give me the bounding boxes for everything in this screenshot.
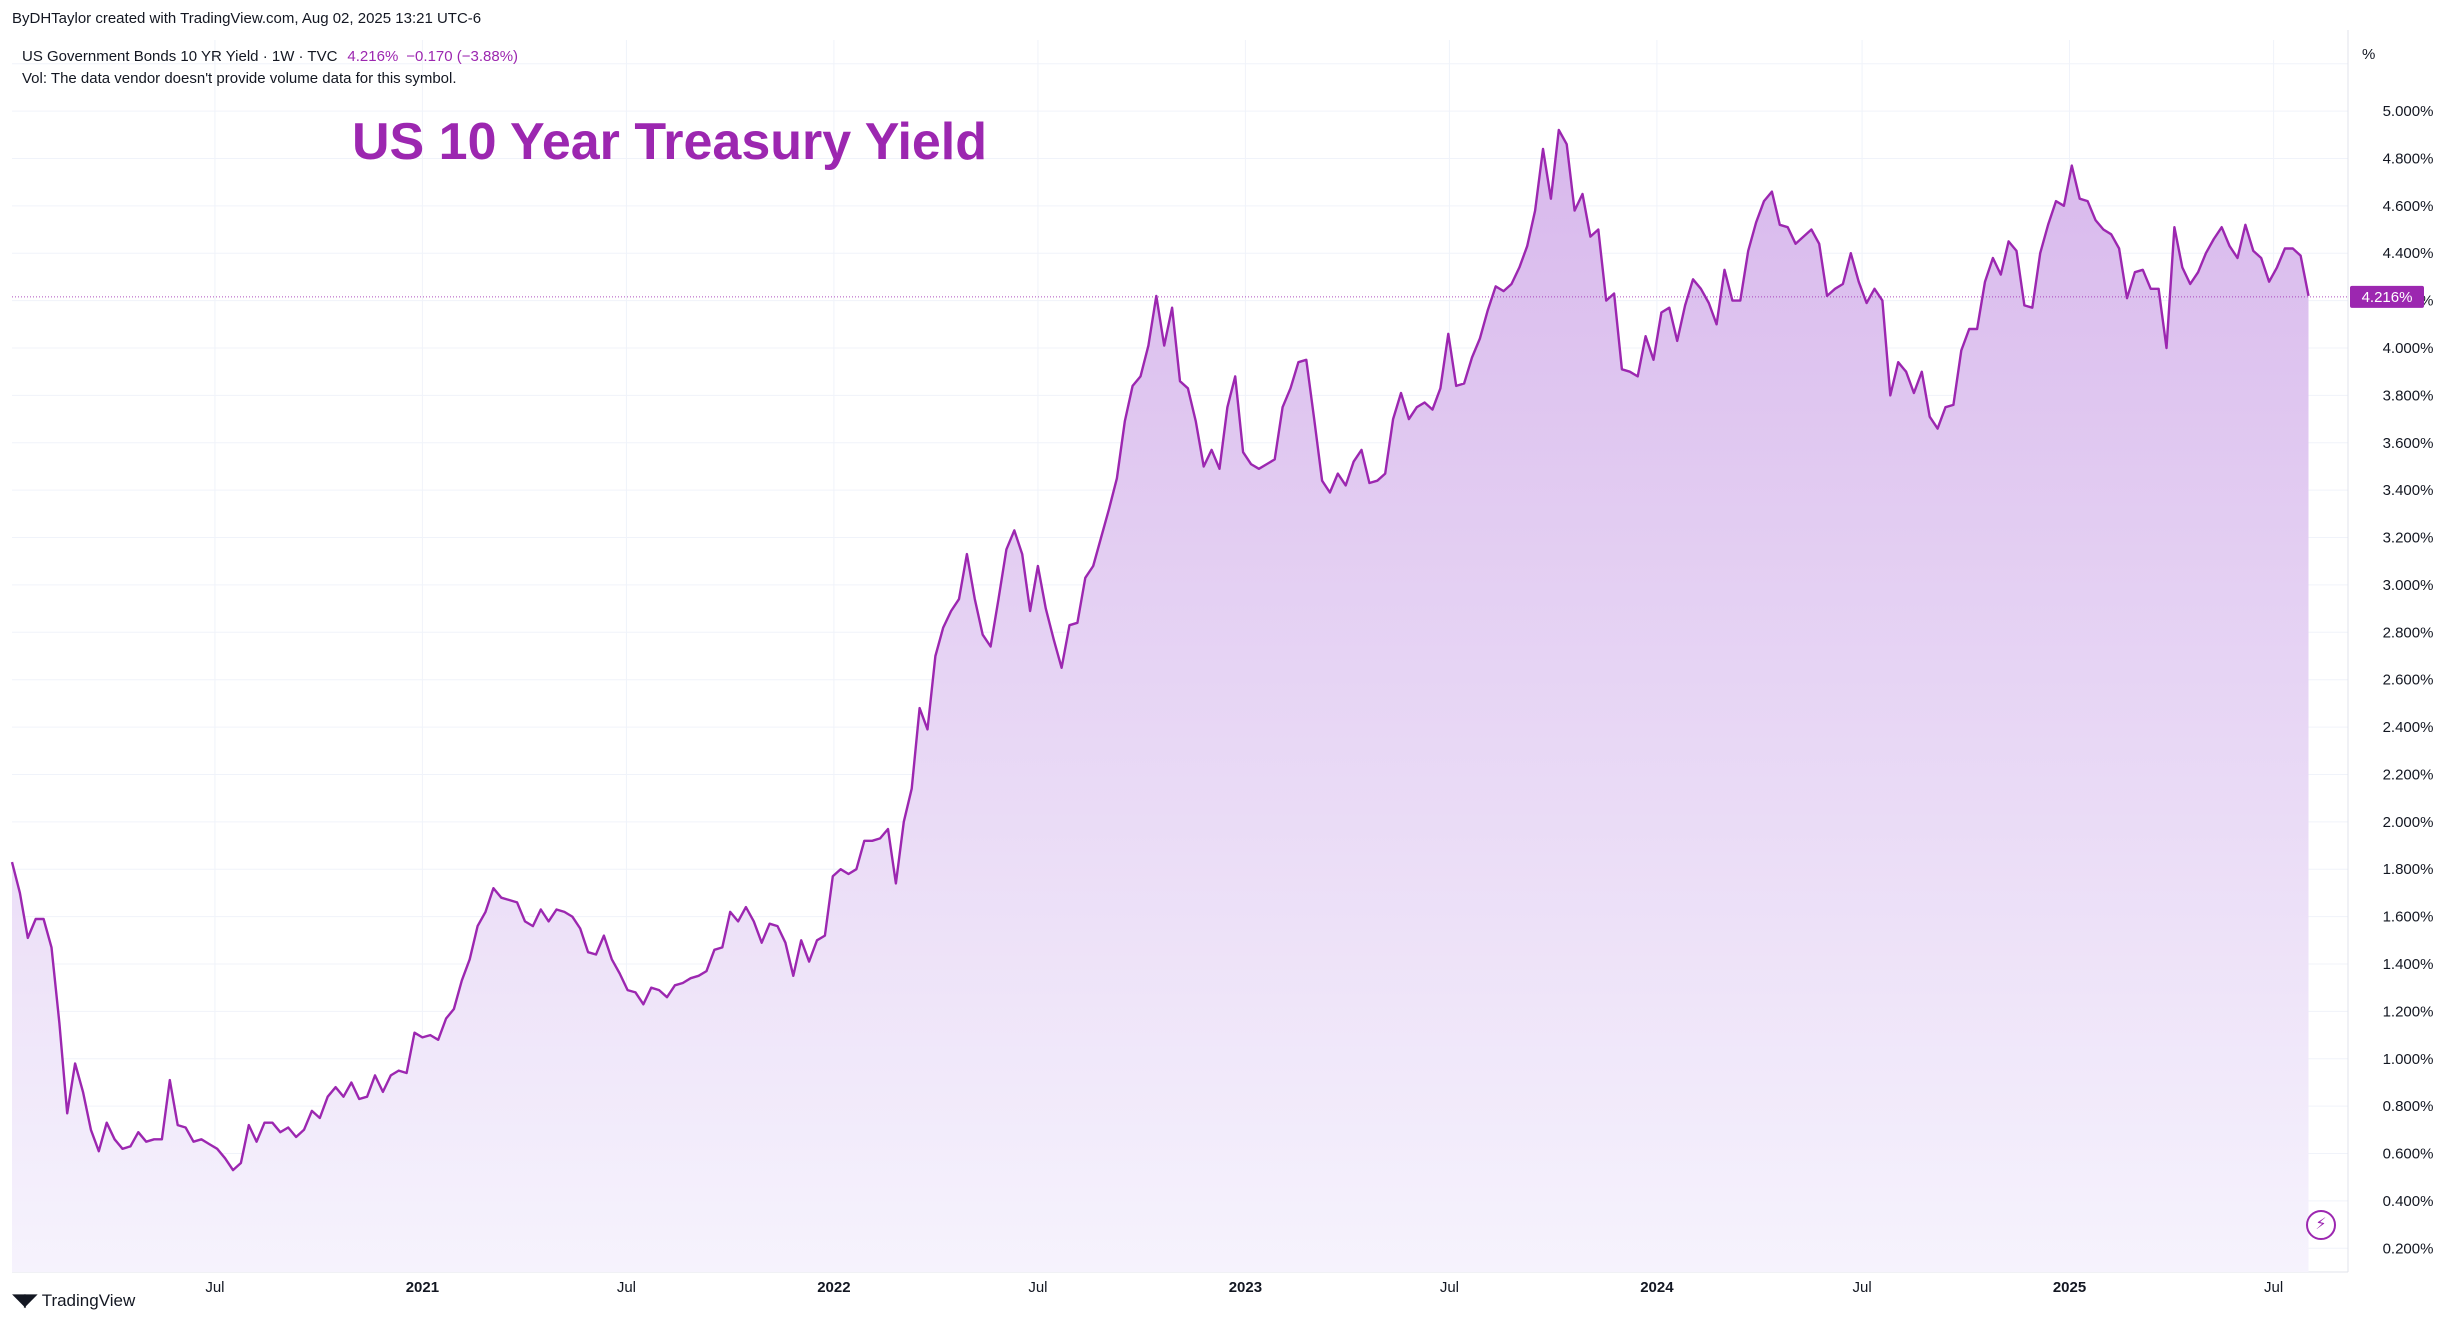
x-tick-label: Jul [1028,1279,1047,1296]
y-tick-label: 2.200% [2383,766,2434,783]
legend-last-value: 4.216% [347,48,399,65]
tradingview-brand-text: TradingView [41,1290,136,1310]
y-tick-label: 4.400% [2383,245,2434,262]
y-tick-label: 3.600% [2383,435,2434,452]
chart-legend: US Government Bonds 10 YR Yield · 1W · T… [22,46,518,90]
tradingview-logo[interactable]: ◥◤ TradingView [12,1290,135,1311]
y-tick-label: 4.600% [2383,198,2434,215]
y-tick-label: 0.200% [2383,1240,2434,1257]
x-tick-label: Jul [1440,1279,1459,1296]
y-tick-label: 1.000% [2383,1051,2434,1068]
y-tick-label: 3.200% [2383,530,2434,547]
y-tick-label: 3.400% [2383,482,2434,499]
legend-volume-note: Vol: The data vendor doesn't provide vol… [22,70,457,87]
y-tick-label: 1.800% [2383,861,2434,878]
attribution-text: ByDHTaylor created with TradingView.com,… [12,10,482,27]
y-tick-label: 3.000% [2383,577,2434,594]
x-tick-label: 2023 [1229,1279,1262,1296]
chart-title: US 10 Year Treasury Yield [352,113,988,171]
x-tick-label: Jul [1852,1279,1871,1296]
lightning-icon[interactable]: ⚡ [2306,1210,2336,1240]
price-scale-unit[interactable]: % [2350,40,2442,70]
series-line [10,128,2310,1172]
legend-change: −0.170 (−3.88%) [406,48,519,65]
series-area-fill [12,130,2309,1272]
x-tick-label: 2024 [1640,1279,1674,1296]
y-tick-label: 0.800% [2383,1098,2434,1115]
x-tick-label: 2025 [2053,1279,2086,1296]
y-tick-label: 1.200% [2383,1003,2434,1020]
y-tick-label: 4.800% [2383,150,2434,167]
current-value-tag [2350,285,2424,308]
y-tick-label: 0.400% [2383,1193,2434,1210]
tradingview-mark-icon: ◥◤ [12,1290,38,1310]
y-tick-label: 3.800% [2383,387,2434,404]
legend-symbol[interactable]: US Government Bonds 10 YR Yield · 1W · T… [22,48,338,65]
x-tick-label: 2021 [406,1279,439,1296]
y-tick-label: 2.400% [2383,719,2434,736]
x-tick-label: Jul [2264,1279,2283,1296]
y-tick-label: 2.000% [2383,814,2434,831]
y-tick-label: 4.000% [2383,340,2434,357]
current-value-label: 4.216% [2362,289,2413,306]
y-tick-label: 2.800% [2383,624,2434,641]
legend-symbol-row: US Government Bonds 10 YR Yield · 1W · T… [22,46,518,68]
y-tick-label: 1.600% [2383,909,2434,926]
y-tick-label: 5.000% [2383,103,2434,120]
y-tick-label: 1.400% [2383,956,2434,973]
x-tick-label: Jul [617,1279,636,1296]
y-tick-label: 2.600% [2383,672,2434,689]
x-tick-label: Jul [205,1279,224,1296]
y-tick-label: 0.600% [2383,1146,2434,1163]
x-tick-label: 2022 [817,1279,850,1296]
